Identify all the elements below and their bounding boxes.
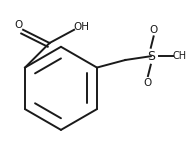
Text: O: O xyxy=(144,78,152,88)
Text: O: O xyxy=(150,25,158,35)
Text: S: S xyxy=(147,50,155,63)
Text: O: O xyxy=(14,20,23,30)
Text: CH₃: CH₃ xyxy=(173,51,186,61)
Text: OH: OH xyxy=(74,22,90,32)
